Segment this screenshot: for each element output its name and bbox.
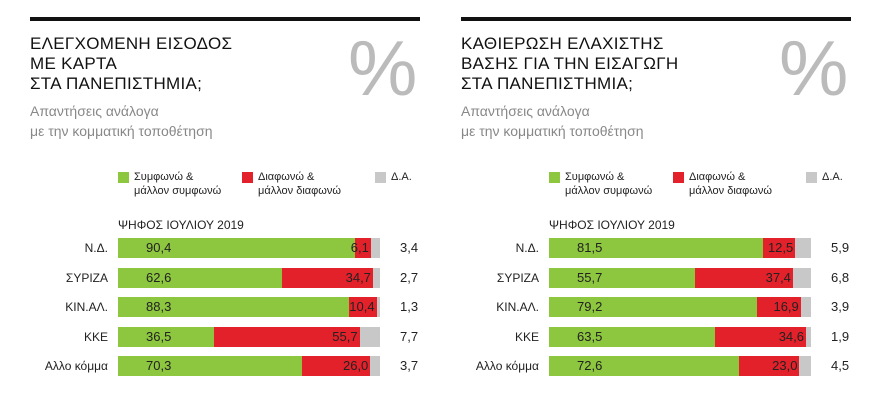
chart-title: ΚΑΘΙΕΡΩΣΗ ΕΛΑΧΙΣΤΗΣ ΒΑΣΗΣ ΓΙΑ ΤΗΝ ΕΙΣΑΓΩ… — [461, 34, 679, 93]
chart-title: ΕΛΕΓΧΟΜΕΝΗ ΕΙΣΟΔΟΣ ΜΕ ΚΑΡΤΑ ΣΤΑ ΠΑΝΕΠΙΣΤ… — [30, 34, 233, 93]
legend-swatch — [118, 172, 129, 183]
bar-segment — [118, 238, 355, 258]
value-label: 4,5 — [831, 358, 850, 373]
value-label: 26,0 — [342, 358, 369, 373]
category-label: ΚΙΝ.ΑΛ. — [65, 300, 108, 314]
bar-segment — [694, 267, 793, 288]
bar-segment — [549, 356, 740, 376]
value-label: 23,0 — [772, 358, 798, 373]
value-label: 5,9 — [831, 240, 850, 255]
value-label: 90,4 — [146, 240, 172, 255]
category-label: Ν.Δ. — [515, 241, 539, 255]
value-label: 55,7 — [332, 328, 358, 344]
value-label: 79,2 — [577, 299, 603, 314]
top-rule — [461, 17, 851, 21]
bar-segment — [549, 297, 757, 317]
value-label: 16,9 — [773, 299, 799, 314]
bar-segment — [302, 356, 371, 376]
top-rule — [30, 17, 420, 21]
subtitle: Απαντήσεις ανάλογα με την κομματική τοπο… — [30, 103, 213, 139]
bar-segment — [118, 356, 303, 376]
legend-swatch — [549, 172, 560, 183]
legend-label: Δ.Α. — [822, 171, 843, 183]
category-label: ΣΥΡΙΖΑ — [65, 270, 108, 285]
bar-segment — [806, 326, 811, 347]
bar-segment — [372, 267, 380, 288]
category-label: Ν.Δ. — [84, 241, 108, 255]
value-label: 2,7 — [400, 269, 419, 285]
value-label: 6,8 — [831, 269, 850, 285]
bar-segment — [213, 326, 360, 347]
value-label: 62,6 — [146, 269, 172, 285]
bar-segment — [792, 267, 811, 288]
value-label: 3,7 — [400, 358, 419, 373]
category-label: ΣΥΡΙΖΑ — [496, 270, 539, 285]
group-label: ΨΗΦΟΣ ΙΟΥΛΙΟΥ 2019 — [549, 218, 675, 232]
bar-segment — [762, 238, 796, 258]
value-label: 34,6 — [778, 328, 805, 344]
subtitle: Απαντήσεις ανάλογα με την κομματική τοπο… — [461, 103, 644, 139]
bar-segment — [370, 238, 380, 258]
bar-segment — [795, 238, 811, 258]
bar-segment — [376, 297, 380, 317]
bar-segment — [800, 297, 811, 317]
value-label: 88,3 — [146, 299, 172, 314]
bar-segment — [549, 267, 695, 288]
value-label: 36,5 — [146, 328, 172, 344]
bar-segment — [349, 297, 377, 317]
category-label: ΚΚΕ — [83, 329, 108, 344]
bar-segment — [370, 356, 380, 376]
bar-segment — [118, 267, 282, 288]
bar-segment — [715, 326, 806, 347]
value-label: 81,5 — [577, 240, 603, 255]
percent-symbol: % — [348, 24, 418, 112]
category-label: Αλλο κόμμα — [475, 359, 539, 373]
value-label: 3,9 — [831, 299, 850, 314]
bar-segment — [282, 267, 373, 288]
value-label: 6,1 — [350, 240, 369, 255]
legend-swatch — [375, 172, 386, 183]
legend-swatch — [673, 172, 684, 183]
legend-swatch — [242, 172, 253, 183]
value-label: 12,5 — [767, 240, 794, 255]
legend-label: Δ.Α. — [391, 171, 412, 183]
bar-segment — [739, 356, 800, 376]
legend-swatch — [806, 172, 817, 183]
legend-label: Συμφωνώ & μάλλον συμφωνώ — [565, 171, 653, 197]
value-label: 70,3 — [146, 358, 172, 373]
group-label: ΨΗΦΟΣ ΙΟΥΛΙΟΥ 2019 — [118, 218, 244, 232]
value-label: 63,5 — [577, 328, 603, 344]
category-label: ΚΚΕ — [514, 329, 539, 344]
bar-segment — [118, 297, 350, 317]
bar-segment — [799, 356, 812, 376]
category-label: Αλλο κόμμα — [44, 359, 108, 373]
value-label: 7,7 — [400, 328, 419, 344]
percent-symbol: % — [779, 24, 849, 112]
legend-label: Συμφωνώ & μάλλον συμφωνώ — [134, 171, 222, 197]
bar-segment — [118, 326, 214, 347]
bar-segment — [549, 326, 716, 347]
value-label: 37,4 — [765, 269, 791, 285]
value-label: 3,4 — [400, 240, 419, 255]
value-label: 1,3 — [400, 299, 419, 314]
category-label: ΚΙΝ.ΑΛ. — [496, 300, 539, 314]
value-label: 72,6 — [577, 358, 603, 373]
bar-segment — [359, 326, 380, 347]
bar-segment — [756, 297, 801, 317]
value-label: 1,9 — [831, 328, 850, 344]
legend-label: Διαφωνώ & μάλλον διαφωνώ — [258, 171, 341, 197]
value-label: 34,7 — [345, 269, 371, 285]
value-label: 55,7 — [577, 269, 603, 285]
bar-segment — [354, 238, 371, 258]
legend-label: Διαφωνώ & μάλλον διαφωνώ — [689, 171, 772, 197]
value-label: 10,4 — [349, 299, 375, 314]
bar-segment — [549, 238, 763, 258]
